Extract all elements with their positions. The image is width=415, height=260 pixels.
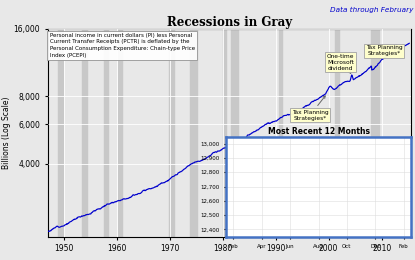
Bar bbox=[58, 29, 63, 237]
Bar bbox=[118, 29, 122, 237]
Title: Recessions in Gray: Recessions in Gray bbox=[167, 16, 292, 29]
Bar bbox=[223, 29, 226, 237]
Text: Personal income in current dollars (PI) less Personal
Current Transfer Receipts : Personal income in current dollars (PI) … bbox=[49, 33, 195, 57]
Bar bbox=[82, 29, 88, 237]
Bar bbox=[231, 29, 238, 237]
Text: Tax Planning
Strategies*: Tax Planning Strategies* bbox=[366, 45, 403, 56]
Bar bbox=[169, 29, 174, 237]
Bar bbox=[279, 29, 282, 237]
Text: Tax Planning
Strategies*: Tax Planning Strategies* bbox=[292, 96, 328, 121]
Text: Data through February: Data through February bbox=[330, 6, 413, 12]
Bar bbox=[371, 29, 379, 237]
Bar bbox=[190, 29, 197, 237]
Text: One-time
Microsoft
dividend: One-time Microsoft dividend bbox=[327, 54, 354, 73]
Title: Most Recent 12 Months: Most Recent 12 Months bbox=[268, 127, 369, 136]
Bar bbox=[104, 29, 108, 237]
Bar bbox=[335, 29, 339, 237]
Y-axis label: Billions (Log Scale): Billions (Log Scale) bbox=[2, 96, 11, 169]
